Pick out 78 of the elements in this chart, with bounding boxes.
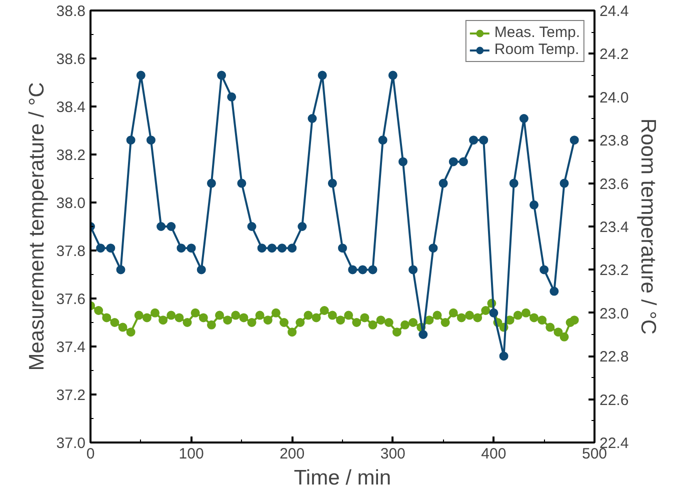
point (428, 244, 438, 253)
point (196, 265, 206, 274)
point (358, 265, 368, 274)
point (338, 244, 347, 253)
y2-tick-label: 23.6 (600, 176, 629, 193)
y-tick-label: 38.0 (56, 195, 86, 212)
point (499, 352, 508, 361)
y2-tick-label: 24.2 (600, 46, 629, 64)
y-tick-label: 38.2 (56, 147, 86, 164)
point (368, 265, 378, 274)
y-tick-label: 38.6 (56, 51, 86, 68)
y2-axis-title: Room temperature / °C (636, 118, 660, 335)
point (247, 222, 256, 231)
y-axis-title: Measurement temperature / °C (25, 82, 48, 371)
point (186, 244, 196, 253)
x-axis-title: Time / min (294, 466, 392, 490)
point (278, 244, 287, 253)
y2-tick-label: 23.8 (600, 132, 629, 150)
point (308, 114, 317, 123)
legend-label: Meas. Temp. (494, 24, 580, 41)
point (136, 70, 146, 80)
point (206, 178, 216, 188)
point (550, 286, 559, 296)
point (126, 136, 136, 145)
point (96, 244, 106, 253)
point (106, 244, 116, 253)
point (257, 244, 266, 253)
x-tick-label: 300 (380, 446, 406, 462)
point (318, 70, 327, 80)
point (418, 330, 428, 339)
y-tick-label: 37.0 (56, 435, 86, 452)
x-tick-label: 400 (481, 446, 506, 462)
y2-tick-label: 24.0 (600, 89, 629, 106)
point (388, 70, 398, 80)
point (237, 178, 246, 188)
y2-tick-label: 23.4 (600, 219, 629, 236)
y-tick-label: 37.8 (56, 243, 86, 260)
point (378, 136, 388, 145)
y-tick-label: 37.2 (56, 387, 86, 404)
point (489, 308, 498, 318)
y-tick-label: 37.6 (56, 291, 86, 308)
point (298, 222, 307, 231)
y2-tick-label: 23.0 (600, 305, 629, 322)
point (540, 265, 549, 274)
point (438, 178, 448, 188)
point (570, 136, 579, 145)
point (408, 265, 418, 274)
y-tick-label: 37.4 (56, 339, 86, 356)
x-tick-label: 100 (178, 446, 204, 462)
point (448, 157, 458, 166)
point (328, 178, 337, 188)
point (166, 222, 176, 231)
point (116, 265, 126, 274)
y2-tick-label: 23.2 (600, 262, 629, 280)
point (288, 244, 297, 253)
point (146, 136, 156, 145)
y-tick-label: 38.8 (56, 3, 86, 20)
point (217, 70, 226, 80)
point (519, 114, 528, 123)
point (469, 136, 478, 145)
y2-tick-label: 22.6 (600, 392, 629, 409)
y2-tick-label: 22.8 (600, 348, 629, 366)
point (530, 200, 539, 210)
y2-tick-label: 24.4 (600, 3, 629, 20)
point (348, 265, 358, 274)
point (458, 157, 468, 166)
point (479, 136, 488, 145)
point (509, 178, 518, 188)
point (267, 244, 276, 253)
x-tick-label: 200 (280, 446, 305, 462)
x-tick-label: 0 (86, 446, 95, 462)
point (227, 92, 236, 102)
point (560, 178, 569, 188)
legend-label: Room Temp. (494, 41, 580, 58)
point (398, 157, 408, 166)
point (156, 222, 166, 231)
y-tick-label: 38.4 (56, 99, 86, 116)
point (176, 244, 186, 253)
